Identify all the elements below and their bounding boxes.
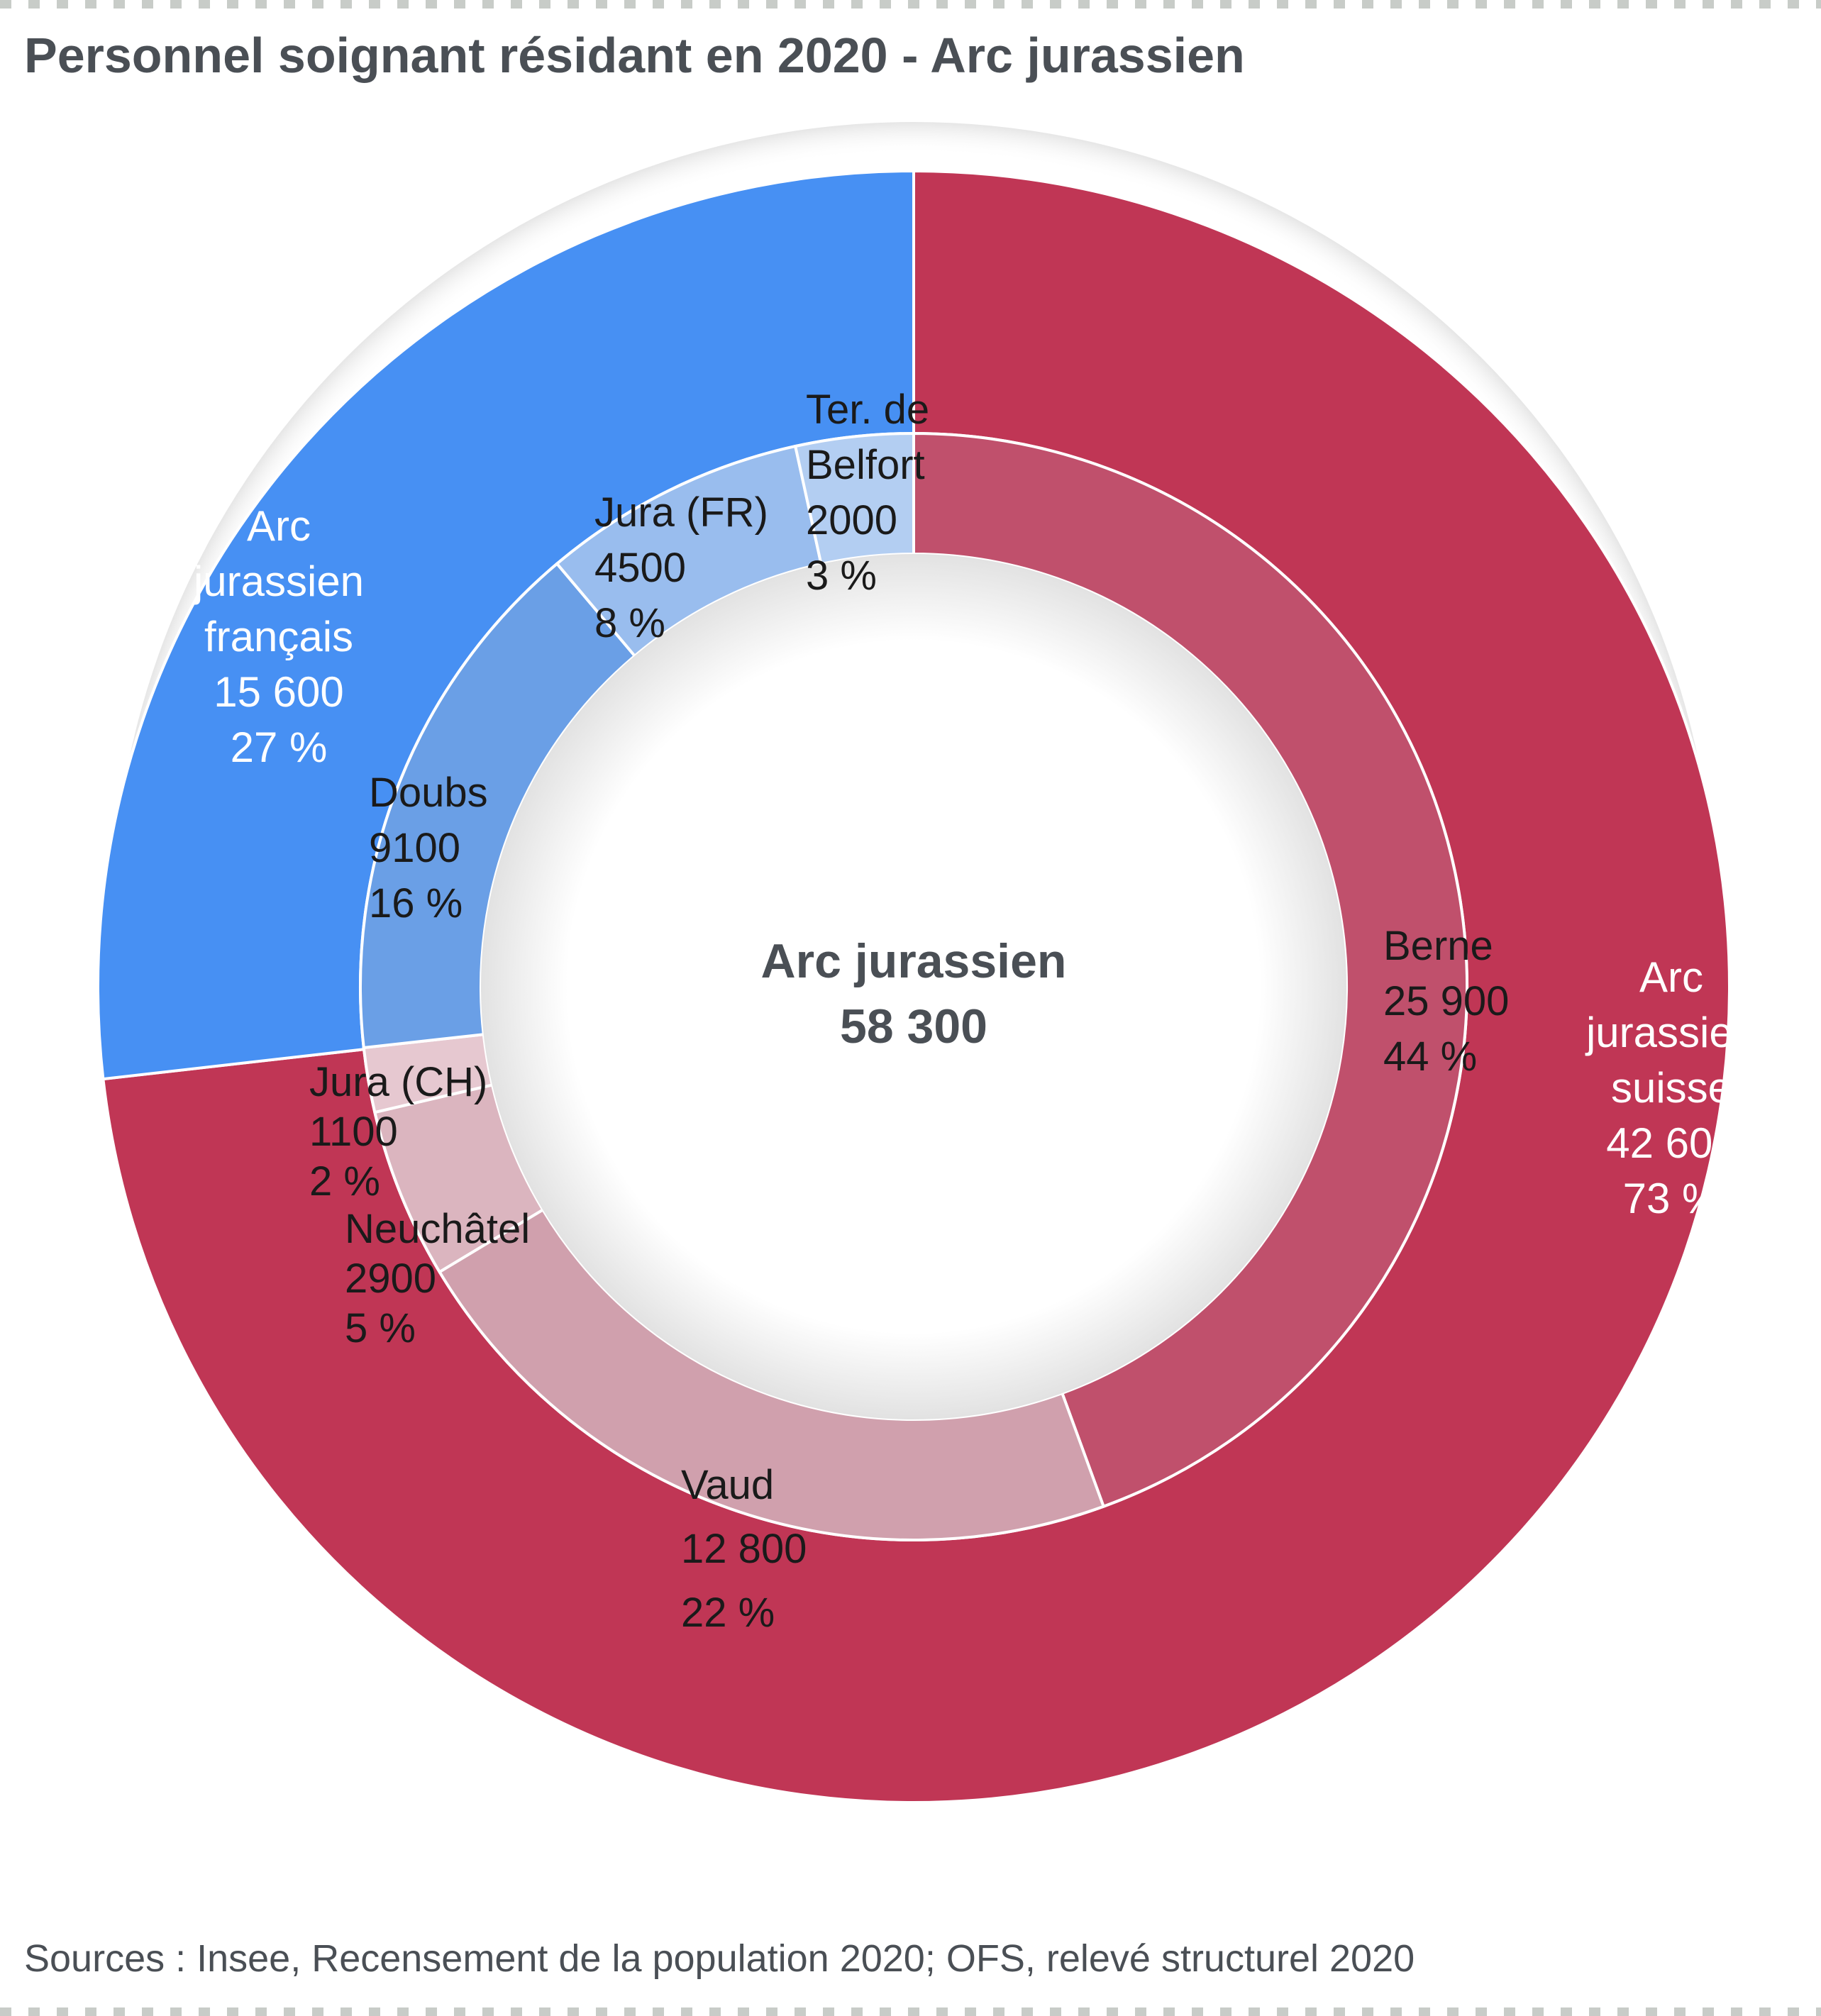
inner-label-doubs: Doubs 9100 16 % xyxy=(369,770,488,926)
bottom-border xyxy=(0,2007,1821,2016)
inner-label-berne: Berne 25 900 44 % xyxy=(1383,923,1509,1080)
outer-label-arc-jurassien-suisse: Arc jurassien suisse 42 600 73 % xyxy=(1585,953,1756,1222)
outer-label-arc-jurassien-francais: Arc jurassien français 15 600 27 % xyxy=(192,502,364,771)
source-note: Sources : Insee, Recensement de la popul… xyxy=(24,1937,1415,1980)
inner-label-jura-ch: Jura (CH) 1100 2 % xyxy=(309,1059,487,1204)
inner-label-vaud: Vaud 12 800 22 % xyxy=(681,1462,807,1636)
chart-title: Personnel soignant résidant en 2020 - Ar… xyxy=(24,28,1245,83)
outer-labels: Arc jurassien suisse 42 600 73 % Arc jurassien… xyxy=(192,502,1756,1222)
inner-label-ter-de-belfort: Ter. de Belfort 2000 3 % xyxy=(806,387,929,599)
center-hole xyxy=(481,554,1346,1419)
inner-label-jura-fr: Jura (FR) 4500 8 % xyxy=(594,489,768,646)
inner-label-neuchatel: Neuchâtel 2900 5 % xyxy=(345,1206,530,1351)
top-border xyxy=(0,0,1821,9)
inner-ring xyxy=(359,431,1468,1541)
center-label: Arc jurassien xyxy=(761,934,1067,988)
inner-labels: Berne 25 900 44 % Vaud 12 800 22 % Neuchâtel 29… xyxy=(309,387,1509,1636)
center-value: 58 300 xyxy=(840,999,987,1053)
